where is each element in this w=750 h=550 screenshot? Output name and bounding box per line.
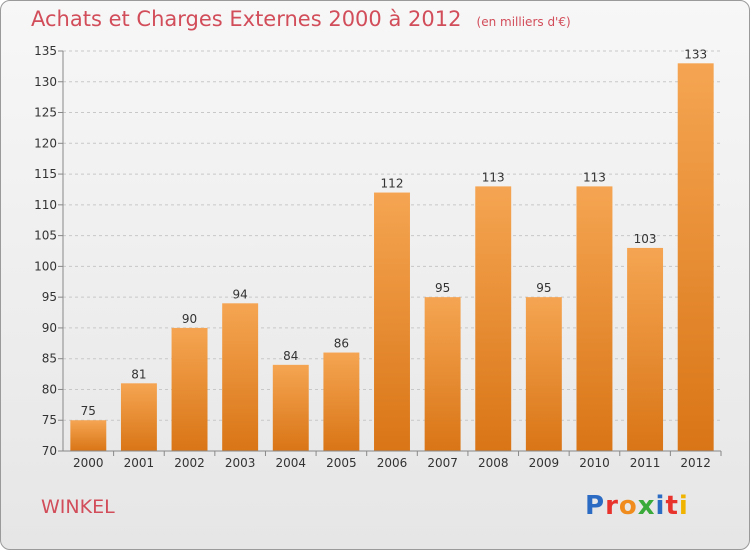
x-tick-label: 2003 <box>225 456 256 470</box>
bar-2011 <box>627 247 664 451</box>
y-tick-label: 100 <box>34 259 57 273</box>
y-tick-label: 105 <box>34 229 57 243</box>
y-tick-label: 115 <box>34 167 57 181</box>
x-tick-label: 2009 <box>529 456 560 470</box>
data-label: 112 <box>381 177 404 191</box>
x-tick-label: 2006 <box>377 456 408 470</box>
data-label: 90 <box>182 312 197 326</box>
x-tick-label: 2000 <box>73 456 104 470</box>
data-label: 103 <box>634 232 657 246</box>
data-label: 95 <box>435 281 450 295</box>
x-tick-label: 2012 <box>680 456 711 470</box>
x-tick-label: 2001 <box>124 456 155 470</box>
chart-title: Achats et Charges Externes 2000 à 2012 <box>31 7 462 31</box>
bar-2004 <box>272 364 309 451</box>
bar-2008 <box>475 186 512 451</box>
bar-2009 <box>525 297 562 451</box>
bar-2005 <box>323 352 360 451</box>
bar-2000 <box>70 420 107 451</box>
chart-title-row: Achats et Charges Externes 2000 à 2012 (… <box>31 7 571 31</box>
data-label: 75 <box>81 404 96 418</box>
bar-2007 <box>424 297 461 451</box>
bar-2002 <box>171 327 208 451</box>
chart-unit-note: (en milliers d'€) <box>476 15 571 29</box>
x-tick-label: 2002 <box>174 456 205 470</box>
brand-logo: Proxiti <box>585 491 689 521</box>
y-tick-label: 110 <box>34 198 57 212</box>
data-label: 94 <box>233 287 248 301</box>
y-tick-label: 125 <box>34 106 57 120</box>
data-label: 95 <box>536 281 551 295</box>
x-tick-label: 2005 <box>326 456 357 470</box>
y-tick-label: 135 <box>34 44 57 58</box>
y-tick-label: 75 <box>42 413 57 427</box>
brand-letter: P <box>585 491 606 521</box>
brand-letter: x <box>637 491 656 521</box>
data-label: 133 <box>684 47 707 61</box>
bar-2003 <box>222 303 259 451</box>
brand-letter: r <box>605 491 619 521</box>
x-tick-label: 2011 <box>630 456 661 470</box>
x-tick-label: 2007 <box>427 456 458 470</box>
data-label: 113 <box>482 170 505 184</box>
data-label: 81 <box>131 367 146 381</box>
commune-name: WINKEL <box>41 496 115 518</box>
y-tick-label: 120 <box>34 136 57 150</box>
y-tick-label: 130 <box>34 75 57 89</box>
y-tick-label: 90 <box>42 321 57 335</box>
x-tick-label: 2004 <box>275 456 306 470</box>
x-tick-label: 2008 <box>478 456 509 470</box>
bar-2006 <box>374 192 410 452</box>
brand-letter: i <box>655 491 666 521</box>
x-tick-label: 2010 <box>579 456 610 470</box>
y-tick-label: 95 <box>42 290 57 304</box>
bar-2001 <box>120 383 157 451</box>
y-tick-label: 85 <box>42 352 57 366</box>
brand-letter: t <box>665 491 679 521</box>
y-tick-label: 70 <box>42 444 57 458</box>
bar-2012 <box>677 63 714 452</box>
brand-letter: o <box>618 491 638 521</box>
data-label: 84 <box>283 349 298 363</box>
data-label: 86 <box>334 337 349 351</box>
bar-2010 <box>576 186 613 451</box>
y-tick-label: 80 <box>42 382 57 396</box>
data-label: 113 <box>583 170 606 184</box>
brand-letter: i <box>678 491 689 521</box>
